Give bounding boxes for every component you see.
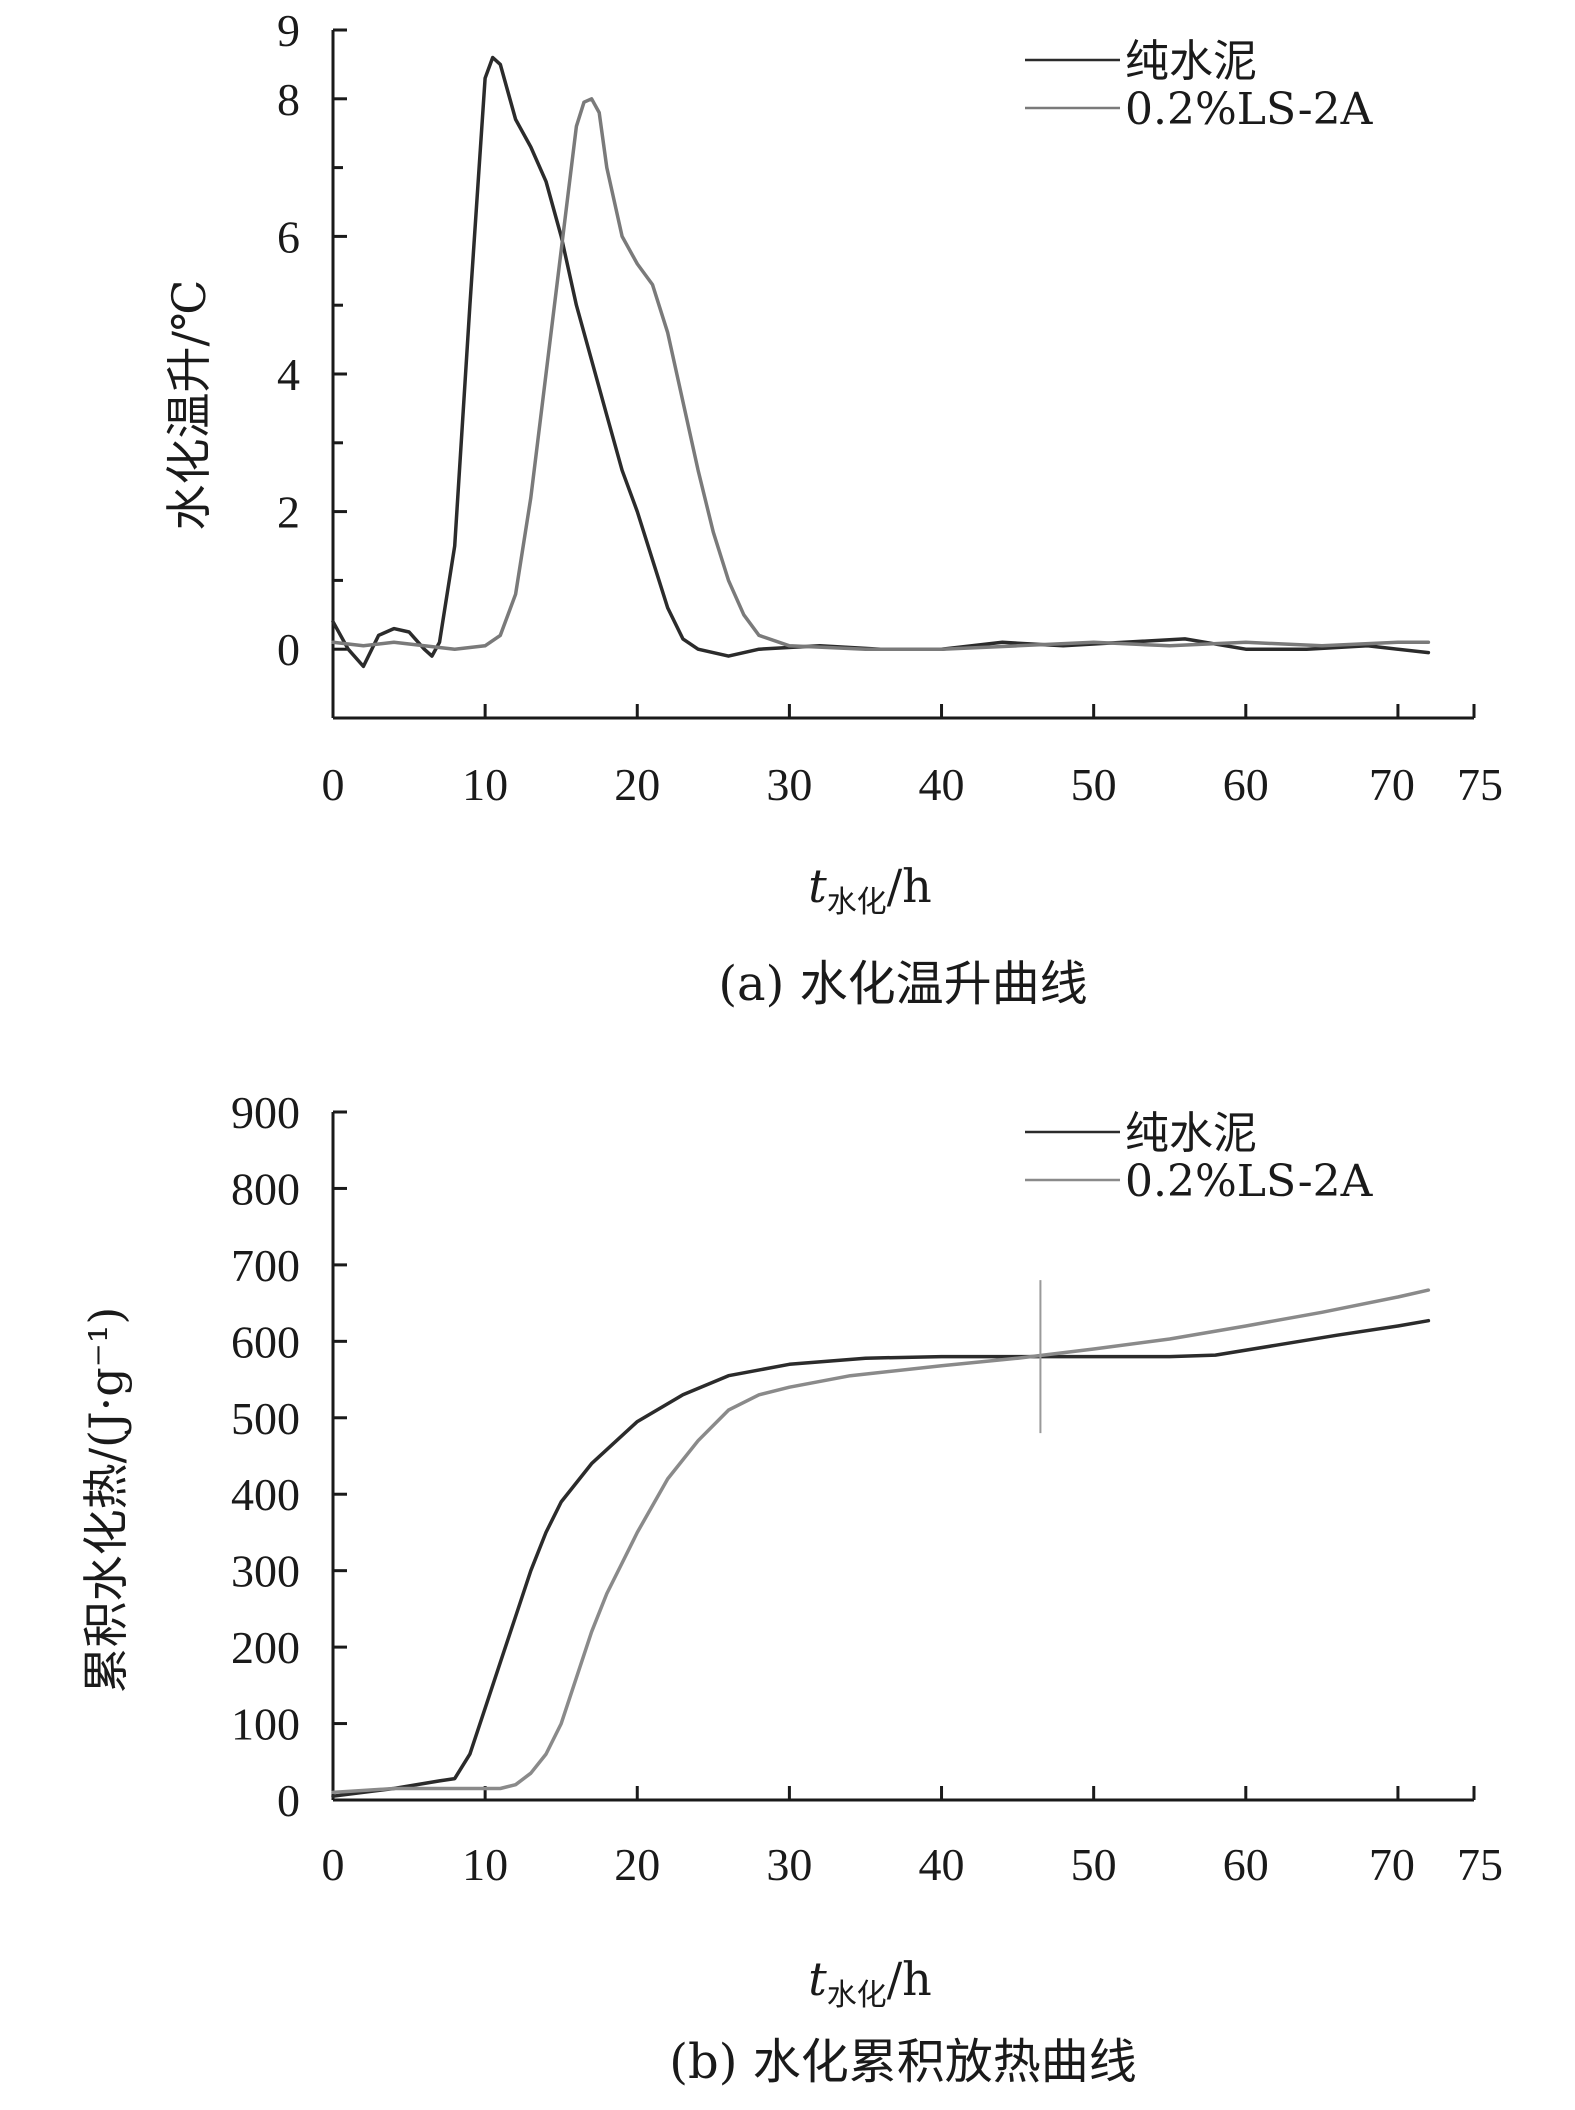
chart-a-legend-label: 0.2%LS-2A (1125, 84, 1374, 135)
chart-b-x-tick-label: 20 (614, 1839, 660, 1890)
chart-b-x-tick-label: 10 (462, 1839, 508, 1890)
chart-b-xlabel-sub: 水化 (827, 1978, 887, 2013)
chart-a-y-tick-label: 2 (277, 487, 300, 538)
chart-a-xlabel: t水化/h (808, 859, 932, 920)
chart-b-y-tick-label: 200 (231, 1622, 300, 1673)
chart-a-xlabel-sub: 水化 (827, 885, 887, 920)
chart-b-legend-label: 纯水泥 (1125, 1108, 1257, 1159)
chart-a-legend-label: 纯水泥 (1125, 36, 1257, 87)
chart-b-axes: 0 10 20 30 40 50 60 70 75 0 100 200 300 400 500 600 700 8… (231, 1087, 1503, 1890)
chart-b-x-tick-label: 60 (1223, 1839, 1269, 1890)
chart-a-series-group (331, 55, 1431, 669)
chart-b-svg: 0 10 20 30 40 50 60 70 75 0 100 200 300 400 500 600 700 8… (79, 1087, 1503, 2090)
chart-b-x-tick-label: 75 (1457, 1839, 1503, 1890)
chart-a-y-tick-label: 8 (277, 74, 300, 125)
chart-b-y-tick-label: 700 (231, 1240, 300, 1291)
chart-a-caption: (a) 水化温升曲线 (718, 956, 1087, 1012)
chart-a-y-tick-label: 4 (277, 349, 300, 400)
chart-b-ylabel: 累积水化热/(J·g⁻¹) (79, 1307, 133, 1694)
chart-a-ylabel: 水化温升/℃ (162, 280, 216, 531)
chart-b-y-tick-label: 800 (231, 1163, 300, 1214)
chart-b-series-group (331, 1280, 1431, 1798)
chart-a-x-tick-label: 40 (919, 759, 965, 810)
chart-a-y-tick-label: 6 (277, 211, 300, 262)
chart-b-x-tick-label: 70 (1369, 1839, 1415, 1890)
chart-a-xlabel-unit: /h (887, 859, 932, 913)
chart-a-x-tick-label: 0 (322, 759, 345, 810)
chart-a-x-tick-label: 30 (766, 759, 812, 810)
chart-b-xlabel-var: t (808, 1952, 827, 2006)
chart-b-series-pure-cement-line (331, 1318, 1431, 1798)
chart-b-series-ls-2a-line (331, 1288, 1431, 1795)
chart-panel-b: 0 10 20 30 40 50 60 70 75 0 100 200 300 400 500 600 700 8… (0, 1060, 1575, 2110)
chart-b-y-tick-label: 600 (231, 1316, 300, 1367)
chart-a-axes: 0 10 20 30 40 50 60 70 75 0 2 4 6 8 9 (277, 5, 1503, 810)
chart-b-y-tick-label: 900 (231, 1087, 300, 1138)
chart-panel-a: 0 10 20 30 40 50 60 70 75 0 2 4 6 8 9 纯水泥 0.2%LS-2A 水化温… (0, 0, 1575, 1030)
chart-b-y-tick-label: 400 (231, 1469, 300, 1520)
chart-a-x-tick-label: 20 (614, 759, 660, 810)
chart-a-x-tick-label: 10 (462, 759, 508, 810)
chart-b-y-tick-label: 0 (277, 1775, 300, 1826)
chart-a-series-ls-2a-line (331, 97, 1431, 651)
chart-b-x-tick-label: 40 (919, 1839, 965, 1890)
chart-b-legend-label: 0.2%LS-2A (1125, 1156, 1374, 1207)
chart-b-x-tick-label: 50 (1071, 1839, 1117, 1890)
chart-b-x-tick-label: 30 (766, 1839, 812, 1890)
chart-a-x-tick-label: 60 (1223, 759, 1269, 810)
chart-a-x-tick-label: 75 (1457, 759, 1503, 810)
chart-b-caption: (b) 水化累积放热曲线 (669, 2034, 1136, 2090)
chart-b-y-tick-label: 300 (231, 1546, 300, 1597)
chart-a-series-pure-cement-line (331, 55, 1431, 669)
chart-b-y-tick-label: 500 (231, 1393, 300, 1444)
chart-a-xlabel-var: t (808, 859, 827, 913)
chart-b-x-tick-label: 0 (322, 1839, 345, 1890)
chart-a-x-tick-label: 70 (1369, 759, 1415, 810)
chart-a-y-tick-label: 0 (277, 624, 300, 675)
chart-a-y-tick-label: 9 (277, 5, 300, 56)
chart-a-x-tick-label: 50 (1071, 759, 1117, 810)
chart-b-xlabel: t水化/h (808, 1952, 932, 2013)
chart-b-xlabel-unit: /h (887, 1952, 932, 2006)
chart-b-y-tick-label: 100 (231, 1699, 300, 1750)
